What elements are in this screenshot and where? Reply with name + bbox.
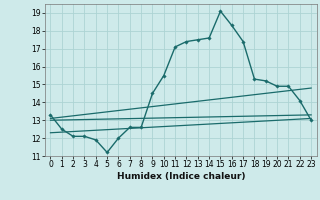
X-axis label: Humidex (Indice chaleur): Humidex (Indice chaleur)	[116, 172, 245, 181]
